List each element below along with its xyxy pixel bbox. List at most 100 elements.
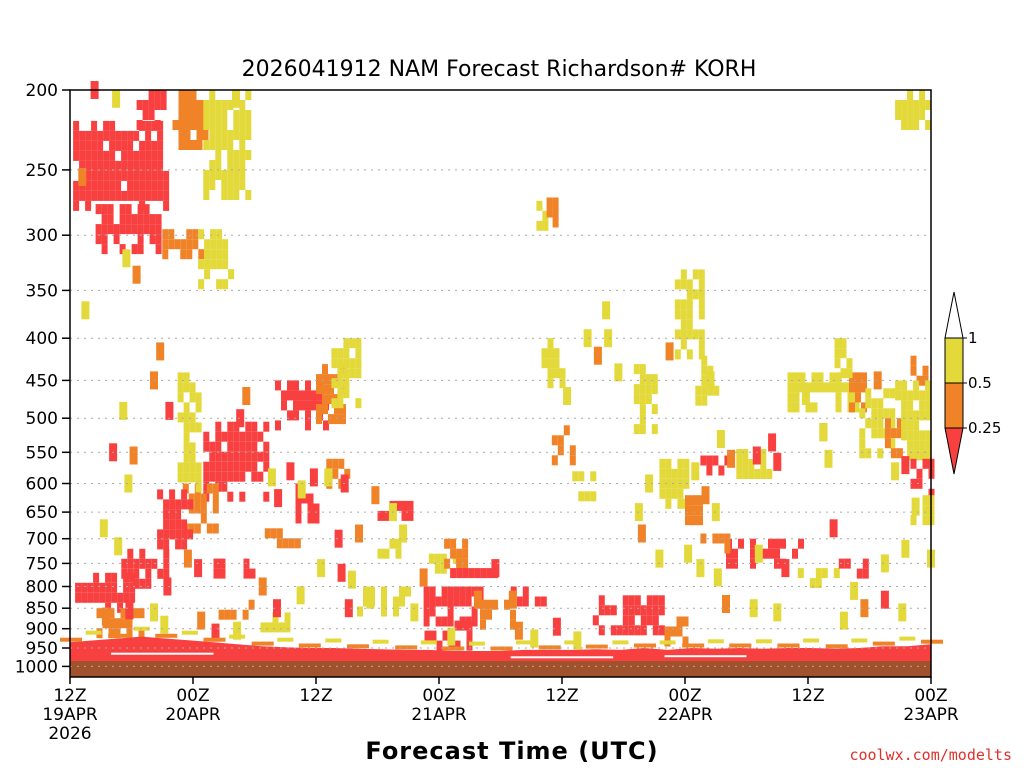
- ri-point: [183, 549, 192, 568]
- ri-region: [541, 338, 566, 389]
- ri-cell: [835, 392, 842, 403]
- ri-cell: [861, 382, 867, 393]
- ri-cell: [184, 110, 191, 120]
- ri-cell: [227, 180, 234, 190]
- ri-cell: [907, 400, 914, 411]
- ri-cell: [139, 578, 146, 589]
- ri-cell: [344, 468, 351, 479]
- ri-cell: [189, 412, 196, 423]
- ri-cell: [181, 489, 188, 500]
- ri-point: [850, 581, 859, 600]
- ri-cell: [450, 548, 457, 559]
- ri-point: [99, 519, 108, 538]
- ri-cell: [634, 625, 641, 636]
- ri-region: [546, 197, 559, 228]
- ri-cell: [227, 491, 234, 502]
- ri-region: [895, 90, 932, 130]
- ri-cell: [441, 586, 448, 597]
- ri-cell: [264, 528, 271, 539]
- ri-cell: [194, 493, 201, 504]
- ri-cell: [157, 529, 164, 540]
- ri-cell: [123, 592, 130, 603]
- ri-cell: [651, 374, 658, 385]
- ri-cell: [557, 445, 564, 456]
- ri-cell: [227, 160, 234, 170]
- ri-cell: [736, 459, 743, 469]
- ri-cell: [447, 596, 454, 607]
- ri-point: [901, 539, 910, 558]
- ri-cell: [233, 150, 240, 160]
- ri-cell: [109, 140, 116, 151]
- ri-cell: [680, 309, 687, 320]
- ri-cell: [139, 180, 146, 191]
- ri-point: [242, 387, 251, 405]
- ri-cell: [251, 421, 258, 432]
- ri-cell: [163, 190, 170, 201]
- ri-cell: [787, 382, 794, 393]
- ri-cell: [640, 605, 647, 616]
- ri-cell: [131, 244, 138, 255]
- ri-cell: [884, 438, 891, 449]
- boundary-streak: [181, 630, 198, 635]
- ri-region: [838, 558, 869, 579]
- ri-cell: [109, 180, 116, 191]
- ri-cell: [139, 548, 146, 559]
- ri-cell: [546, 197, 553, 208]
- boundary-streak: [420, 640, 437, 645]
- ri-cell: [284, 612, 291, 623]
- ri-cell: [203, 180, 210, 190]
- ri-cell: [221, 451, 228, 462]
- ri-cell: [815, 578, 822, 589]
- ri-cell: [659, 458, 666, 469]
- ri-region: [264, 528, 301, 549]
- ri-cell: [546, 207, 553, 218]
- ri-cell: [133, 160, 140, 171]
- ri-cell: [145, 190, 152, 201]
- ri-cell: [859, 408, 866, 419]
- ri-cell: [129, 592, 136, 603]
- ri-cell: [115, 190, 122, 201]
- ri-cell: [896, 418, 903, 429]
- ri-cell: [569, 445, 576, 456]
- ri-cell: [547, 348, 554, 359]
- ri-cell: [200, 493, 207, 504]
- ri-region: [444, 538, 469, 569]
- ri-cell: [221, 140, 228, 150]
- ri-cell: [434, 553, 441, 564]
- ri-cell: [127, 150, 134, 161]
- ri-point: [768, 433, 777, 452]
- ri-cell: [665, 468, 672, 479]
- ri-cell: [121, 150, 128, 161]
- ri-cell: [221, 461, 228, 472]
- ri-region: [895, 380, 932, 461]
- ri-cell: [105, 572, 112, 583]
- ri-cell: [187, 529, 194, 540]
- ri-cell: [706, 465, 713, 476]
- ri-cell: [471, 616, 478, 627]
- ri-cell: [474, 568, 481, 579]
- ri-cell: [137, 204, 144, 215]
- ri-cell: [877, 418, 884, 429]
- ri-cell: [676, 626, 683, 637]
- ri-cell: [151, 190, 158, 201]
- ri-cell: [861, 402, 867, 413]
- ri-cell: [840, 368, 847, 379]
- ri-cell: [444, 558, 451, 569]
- x-tick-label: 12Z: [545, 686, 578, 706]
- ri-cell: [145, 578, 152, 589]
- ri-cell: [239, 170, 246, 180]
- ri-cell: [157, 170, 164, 181]
- ri-cell: [701, 385, 708, 396]
- ri-cell: [284, 622, 291, 633]
- ri-cell: [922, 495, 929, 506]
- y-tick-label: 550: [26, 443, 58, 463]
- ri-cell: [209, 160, 216, 170]
- ri-region: [357, 586, 411, 617]
- ri-cell: [925, 390, 932, 401]
- ri-point: [165, 401, 174, 420]
- ri-cell: [233, 461, 240, 472]
- ri-point: [132, 265, 141, 284]
- ri-cell: [227, 130, 234, 140]
- ri-cell: [423, 596, 430, 607]
- ri-cell: [221, 110, 228, 120]
